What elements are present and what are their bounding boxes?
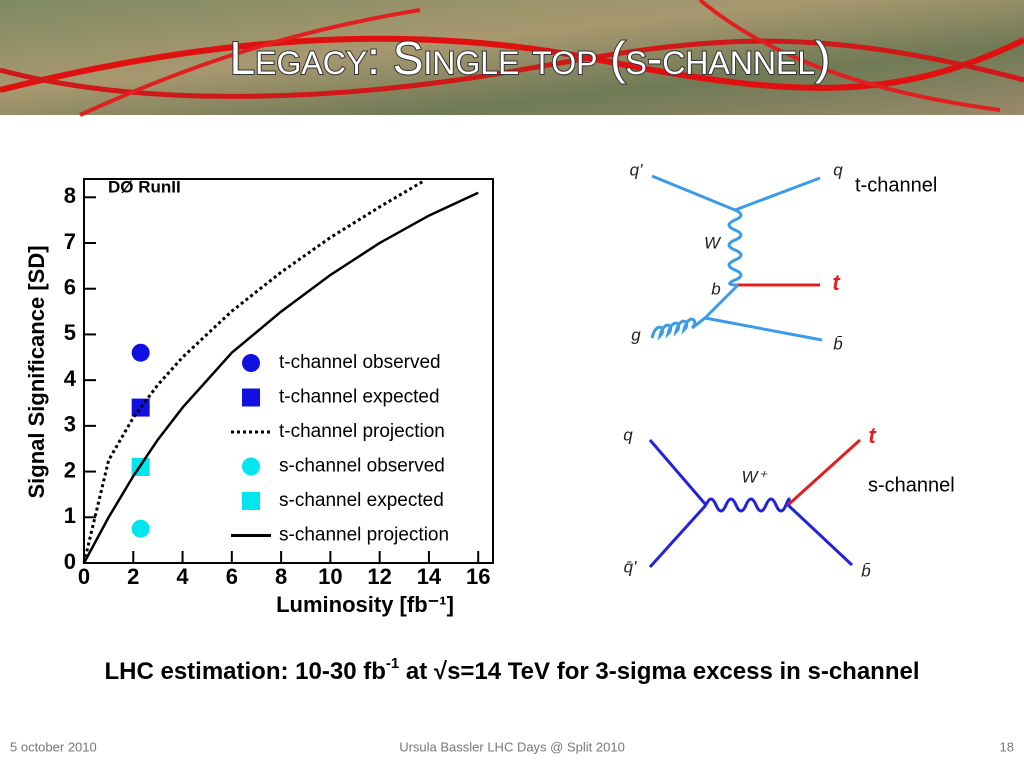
particle-label: b̄ (833, 334, 842, 353)
x-tick-label: 0 (78, 564, 90, 589)
note-text: LHC estimation: 10-30 fb (104, 658, 385, 685)
particle-label: q̄' (624, 557, 637, 576)
legend-swatch (242, 492, 260, 510)
particle-label: q' (630, 160, 643, 179)
y-tick-label: 8 (64, 183, 76, 208)
x-tick-label: 12 (367, 564, 391, 589)
y-tick-label: 1 (64, 503, 76, 528)
legend-label: t-channel projection (279, 421, 445, 442)
annotation: DØ RunII (108, 177, 181, 196)
legend-swatch (242, 457, 260, 476)
legend-label: s-channel projection (279, 525, 449, 546)
x-tick-label: 14 (417, 564, 442, 589)
legend-label: s-channel observed (279, 456, 445, 477)
particle-label: g (631, 325, 641, 344)
y-axis-label: Signal Significance [SD] (24, 245, 49, 498)
particle-label: q (623, 425, 633, 444)
plot-frame (83, 178, 494, 564)
s-channel-diagram (648, 438, 862, 569)
note-superscript: -1 (386, 655, 399, 672)
legend-swatch (242, 388, 260, 407)
header-banner (0, 0, 1024, 117)
note-text: at √s=14 TeV for 3-sigma excess in s-cha… (399, 658, 919, 685)
x-tick-label: 10 (318, 564, 342, 589)
particle-label: b̄ (861, 561, 870, 580)
particle-label: q (833, 160, 843, 179)
y-tick-label: 2 (64, 457, 76, 482)
marker (131, 519, 150, 538)
legend-label: t-channel observed (279, 352, 441, 373)
y-tick-label: 3 (64, 412, 76, 437)
particle-label: t (868, 423, 877, 448)
x-axis-label: Luminosity [fb⁻¹] (276, 592, 454, 617)
legend-swatch (242, 354, 260, 372)
x-tick-label: 16 (466, 564, 490, 589)
footer-page: 18 (1000, 739, 1014, 754)
x-tick-label: 2 (127, 564, 139, 589)
particle-label: t (832, 270, 841, 295)
projection-line (82, 191, 479, 564)
particle-label: W⁺ (741, 467, 768, 486)
particle-label: b (711, 279, 720, 298)
y-tick-label: 5 (64, 320, 76, 345)
footer-date: 5 october 2010 (10, 739, 97, 754)
particle-label: W (704, 233, 722, 252)
note: LHC estimation: 10-30 fb-1 at √s=14 TeV … (104, 655, 919, 685)
slide-title: Legacy: Single top (s-channel) (230, 32, 831, 84)
y-tick-label: 0 (64, 549, 76, 574)
x-tick-label: 8 (275, 564, 287, 589)
t-channel-diagram (650, 174, 823, 342)
marker (131, 343, 150, 362)
projection-line (82, 179, 425, 564)
y-tick-label: 4 (64, 366, 77, 391)
footer-event: Ursula Bassler LHC Days @ Split 2010 (399, 739, 625, 754)
y-tick-label: 7 (64, 229, 76, 254)
y-tick-label: 6 (64, 275, 76, 300)
x-tick-label: 4 (176, 564, 189, 589)
diagram-caption: s-channel (868, 474, 955, 496)
marker (131, 398, 150, 417)
diagram-caption: t-channel (855, 174, 937, 196)
x-tick-label: 6 (226, 564, 238, 589)
legend-label: s-channel expected (279, 490, 444, 511)
legend-label: t-channel expected (279, 387, 440, 408)
